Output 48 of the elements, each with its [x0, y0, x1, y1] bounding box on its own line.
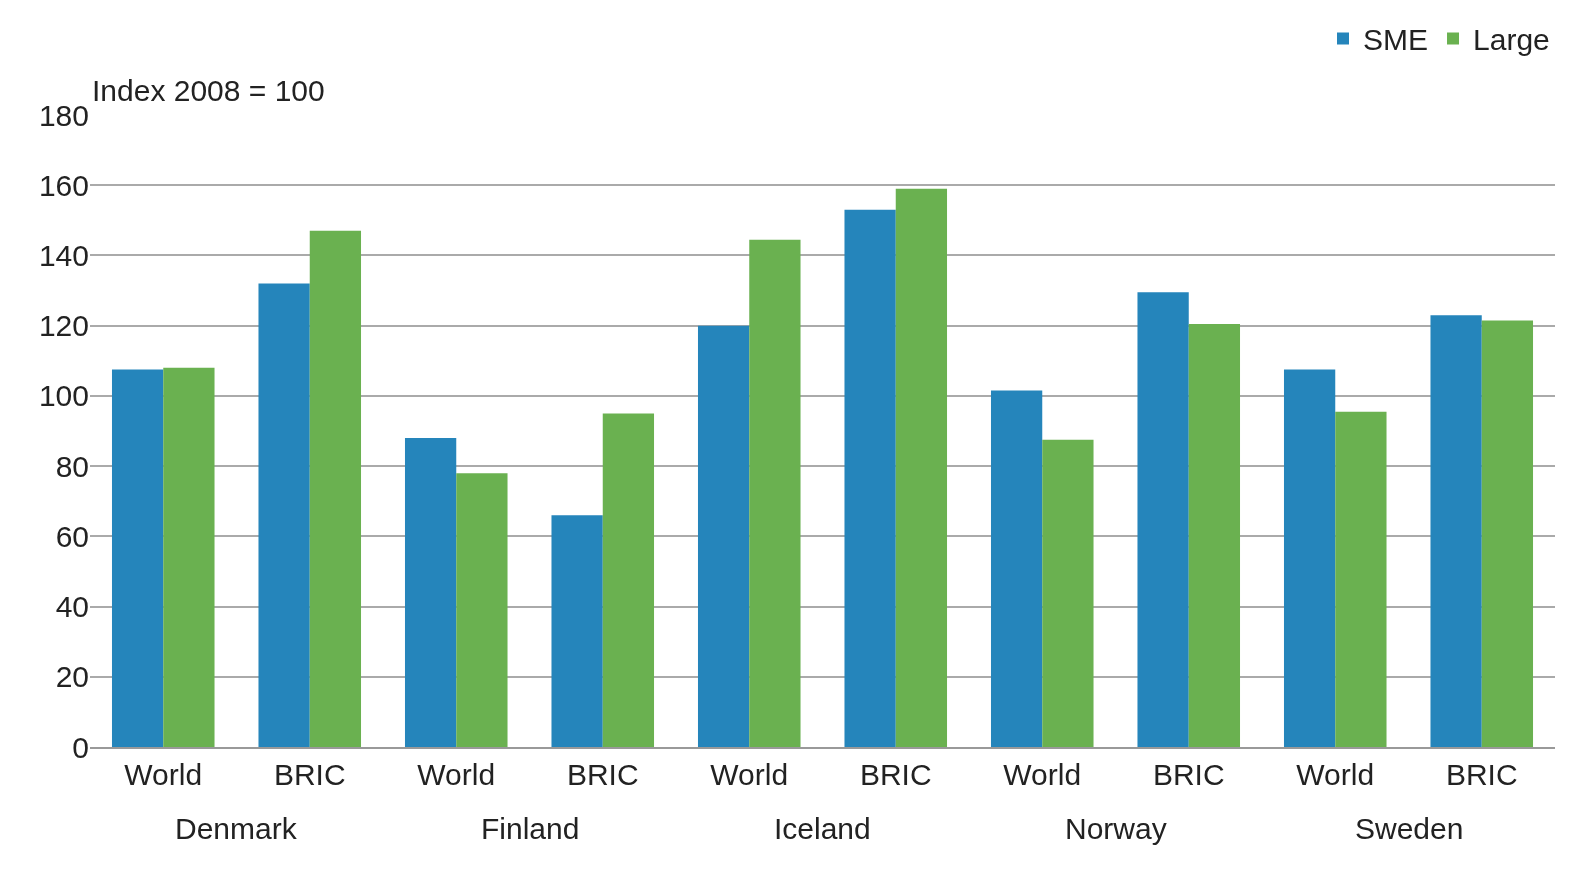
- y-tick-label: 40: [55, 590, 89, 624]
- y-tick-label: 140: [38, 238, 89, 272]
- bar: [551, 515, 603, 747]
- bar: [895, 188, 948, 747]
- x-tick-label: BRIC: [566, 758, 639, 791]
- bar: [163, 367, 215, 747]
- bar: [844, 209, 896, 747]
- bar: [456, 473, 508, 747]
- bar: [1481, 320, 1534, 747]
- bar: [1283, 369, 1336, 747]
- bar: [1335, 411, 1387, 747]
- bar: [309, 230, 362, 747]
- y-tick-label: 60: [55, 519, 89, 553]
- bar: [1430, 315, 1482, 747]
- bar: [111, 369, 164, 747]
- y-tick-label: 20: [55, 660, 89, 694]
- bar: [602, 413, 655, 747]
- x-tick-label: World: [417, 758, 496, 791]
- x-tick-label: World: [1003, 758, 1082, 791]
- y-tick-label: 0: [72, 730, 89, 764]
- x-tick-label: World: [1296, 758, 1375, 791]
- bar: [749, 239, 801, 747]
- bar: [404, 438, 457, 747]
- bar: [1188, 323, 1241, 747]
- x-tick-label: World: [124, 758, 203, 791]
- y-tick-label: 100: [38, 379, 89, 413]
- y-tick-label: 180: [38, 98, 89, 132]
- text: Finland: [481, 812, 580, 845]
- bar: [990, 390, 1043, 747]
- bar: [697, 325, 750, 747]
- text: Iceland: [774, 812, 871, 845]
- y-axis-title: Index 2008 = 100: [92, 74, 325, 107]
- text: Sweden: [1355, 812, 1464, 845]
- y-tick-label: 120: [38, 309, 89, 343]
- y-tick-label: 80: [55, 449, 89, 483]
- bar: [1137, 292, 1189, 747]
- x-tick-label: BRIC: [1445, 758, 1518, 791]
- text: Denmark: [175, 812, 298, 845]
- legend-label: Large: [1473, 23, 1550, 57]
- x-tick-label: BRIC: [1152, 758, 1225, 791]
- x-tick-label: World: [710, 758, 789, 791]
- x-tick-label: BRIC: [859, 758, 932, 791]
- bar: [258, 283, 310, 747]
- y-tick-label: 160: [38, 168, 89, 202]
- bar: [1042, 439, 1094, 747]
- x-tick-label: BRIC: [273, 758, 346, 791]
- text: Norway: [1065, 812, 1167, 845]
- legend-label: SME: [1363, 23, 1429, 57]
